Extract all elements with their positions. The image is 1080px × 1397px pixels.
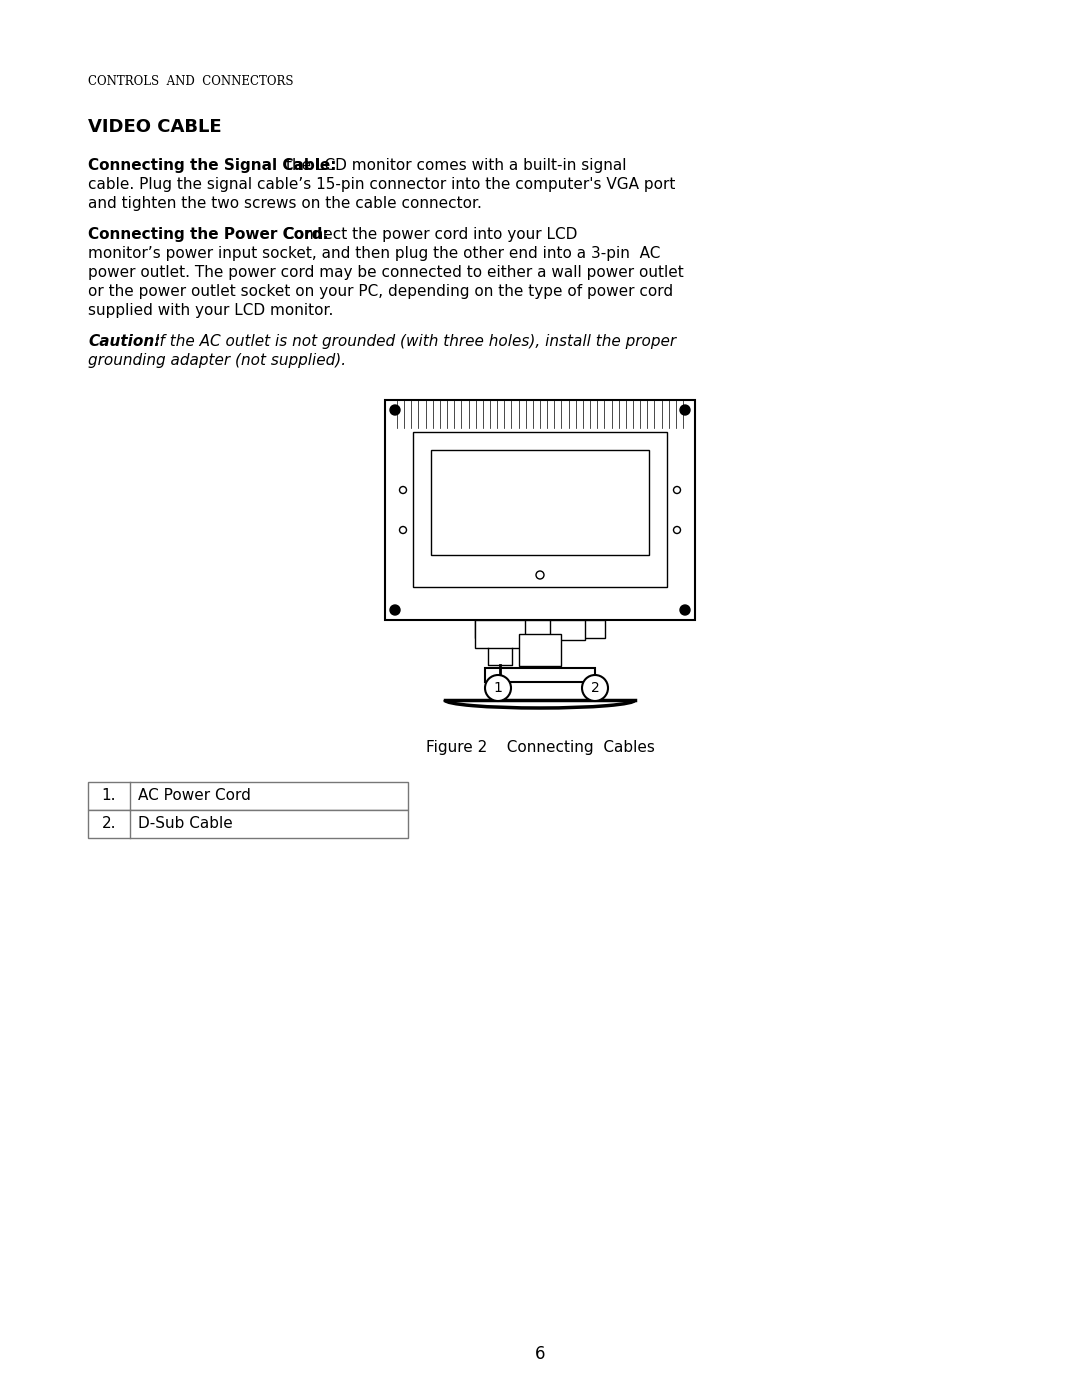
Text: the LCD monitor comes with a built-in signal: the LCD monitor comes with a built-in si… [286, 158, 626, 173]
Bar [475, 620, 605, 638]
Text: Caution:: Caution: [87, 334, 160, 349]
Text: 2: 2 [591, 680, 599, 694]
Text: 2.: 2. [102, 816, 117, 831]
Bar [431, 450, 649, 555]
Circle shape [582, 675, 608, 701]
Bar [413, 432, 667, 587]
Text: grounding adapter (not supplied).: grounding adapter (not supplied). [87, 353, 346, 367]
Bar [550, 620, 585, 640]
Text: D-Sub Cable: D-Sub Cable [138, 816, 233, 831]
Text: Figure 2    Connecting  Cables: Figure 2 Connecting Cables [426, 740, 654, 754]
Text: monitor’s power input socket, and then plug the other end into a 3-pin  AC: monitor’s power input socket, and then p… [87, 246, 660, 261]
Text: 1: 1 [494, 680, 502, 694]
Bar [397, 400, 683, 427]
Circle shape [485, 675, 511, 701]
Bar [397, 400, 683, 427]
Circle shape [680, 405, 690, 415]
Text: cable. Plug the signal cable’s 15-pin connector into the computer's VGA port: cable. Plug the signal cable’s 15-pin co… [87, 177, 675, 191]
Text: supplied with your LCD monitor.: supplied with your LCD monitor. [87, 303, 334, 319]
Text: AC Power Cord: AC Power Cord [138, 788, 251, 803]
Circle shape [390, 405, 400, 415]
Text: VIDEO CABLE: VIDEO CABLE [87, 117, 221, 136]
Bar [519, 634, 561, 666]
Bar [87, 810, 408, 838]
Bar [87, 782, 408, 810]
Text: Connecting the Signal Cable:: Connecting the Signal Cable: [87, 158, 337, 173]
Text: Connect the power cord into your LCD: Connect the power cord into your LCD [284, 226, 578, 242]
Circle shape [680, 605, 690, 615]
Bar [384, 400, 696, 620]
Text: Connecting the Power Cord:: Connecting the Power Cord: [87, 226, 328, 242]
Text: power outlet. The power cord may be connected to either a wall power outlet: power outlet. The power cord may be conn… [87, 265, 684, 279]
Text: CONTROLS  AND  CONNECTORS: CONTROLS AND CONNECTORS [87, 75, 294, 88]
Text: 6: 6 [535, 1345, 545, 1363]
Bar [475, 620, 525, 648]
Bar [485, 668, 595, 682]
Text: 1.: 1. [102, 788, 117, 803]
Text: or the power outlet socket on your PC, depending on the type of power cord: or the power outlet socket on your PC, d… [87, 284, 673, 299]
Text: and tighten the two screws on the cable connector.: and tighten the two screws on the cable … [87, 196, 482, 211]
Circle shape [390, 605, 400, 615]
Text: If the AC outlet is not grounded (with three holes), install the proper: If the AC outlet is not grounded (with t… [156, 334, 676, 349]
